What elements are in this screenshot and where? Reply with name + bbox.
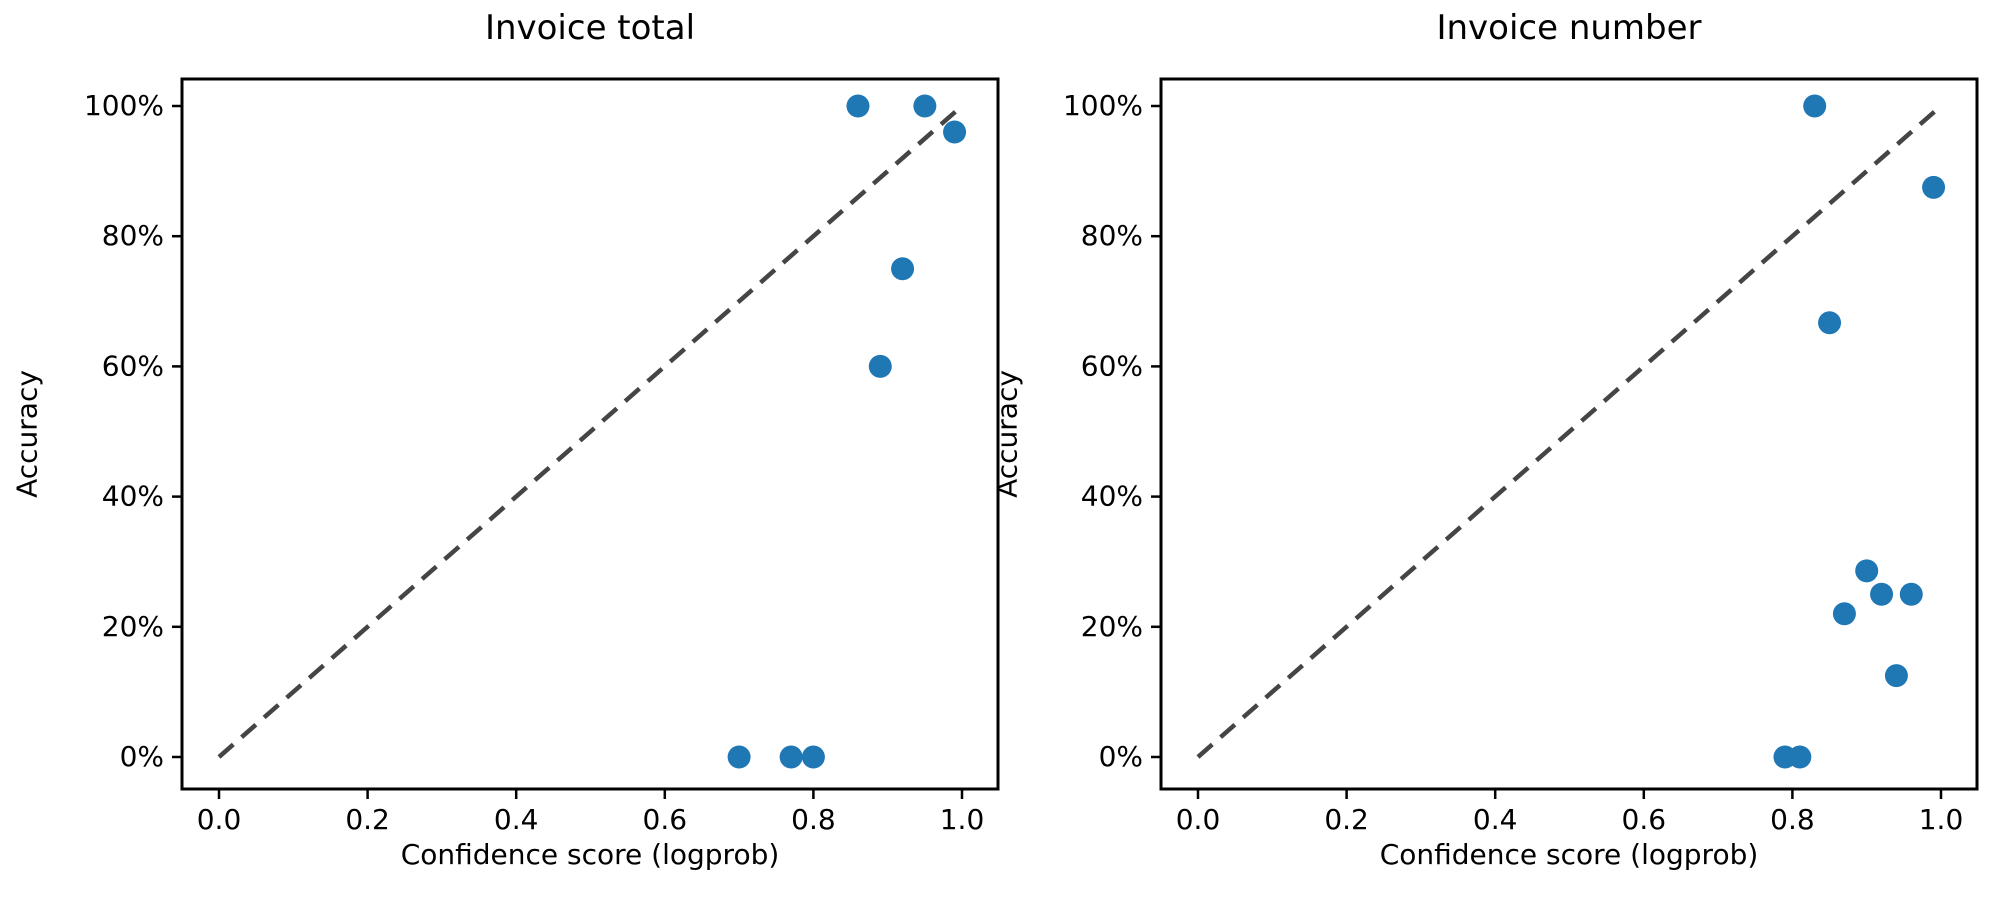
identity-line	[217, 104, 964, 759]
y-tick-label: 20%	[1081, 610, 1143, 643]
y-tick-label: 100%	[84, 89, 164, 122]
scatter-point	[779, 745, 803, 769]
y-tick-label: 80%	[102, 219, 164, 252]
x-tick-label: 0.4	[1473, 803, 1518, 836]
right-panel-xlabel: Confidence score (logprob)	[1379, 838, 1759, 871]
y-tick-label: 0%	[1099, 740, 1143, 773]
axes-frame	[180, 77, 1000, 791]
scatter-point	[1899, 582, 1923, 606]
x-tick-label: 0.8	[791, 803, 836, 836]
scatter-point	[868, 354, 892, 378]
left-panel-xlabel: Confidence score (logprob)	[400, 838, 780, 871]
y-tick-label: 40%	[102, 480, 164, 513]
x-tick-label: 0.2	[345, 803, 390, 836]
y-tick-label: 20%	[102, 610, 164, 643]
x-tick-label: 0.6	[643, 803, 688, 836]
identity-line	[1196, 104, 1943, 759]
scatter-point	[727, 745, 751, 769]
y-tick-label: 40%	[1081, 480, 1143, 513]
y-tick-label: 0%	[120, 740, 164, 773]
x-tick-label: 0.2	[1324, 803, 1369, 836]
y-tick-label: 60%	[102, 349, 164, 382]
scatter-point	[1788, 745, 1812, 769]
scatter-point	[1832, 602, 1856, 626]
scatter-point	[1803, 94, 1827, 118]
x-tick-label: 0.6	[1622, 803, 1667, 836]
scatter-point	[1855, 559, 1879, 583]
x-tick-label: 0.0	[1176, 803, 1221, 836]
x-tick-label: 1.0	[940, 803, 985, 836]
scatter-point	[1818, 311, 1842, 335]
scatter-point	[846, 94, 870, 118]
scatter-point	[1884, 664, 1908, 688]
axes-frame	[1159, 77, 1979, 791]
scatter-point	[1870, 582, 1894, 606]
scatter-point	[1922, 175, 1946, 199]
right-panel-title: Invoice number	[1436, 8, 1702, 48]
x-tick-label: 0.0	[197, 803, 242, 836]
x-tick-label: 1.0	[1919, 803, 1964, 836]
scatter-point	[943, 120, 967, 144]
y-tick-label: 80%	[1081, 219, 1143, 252]
scatter-point	[801, 745, 825, 769]
left-panel-title: Invoice total	[484, 8, 696, 48]
scatter-point	[913, 94, 937, 118]
x-tick-label: 0.4	[494, 803, 539, 836]
y-tick-label: 100%	[1063, 89, 1143, 122]
scatter-point	[891, 257, 915, 281]
y-tick-label: 60%	[1081, 349, 1143, 382]
x-tick-label: 0.8	[1770, 803, 1815, 836]
